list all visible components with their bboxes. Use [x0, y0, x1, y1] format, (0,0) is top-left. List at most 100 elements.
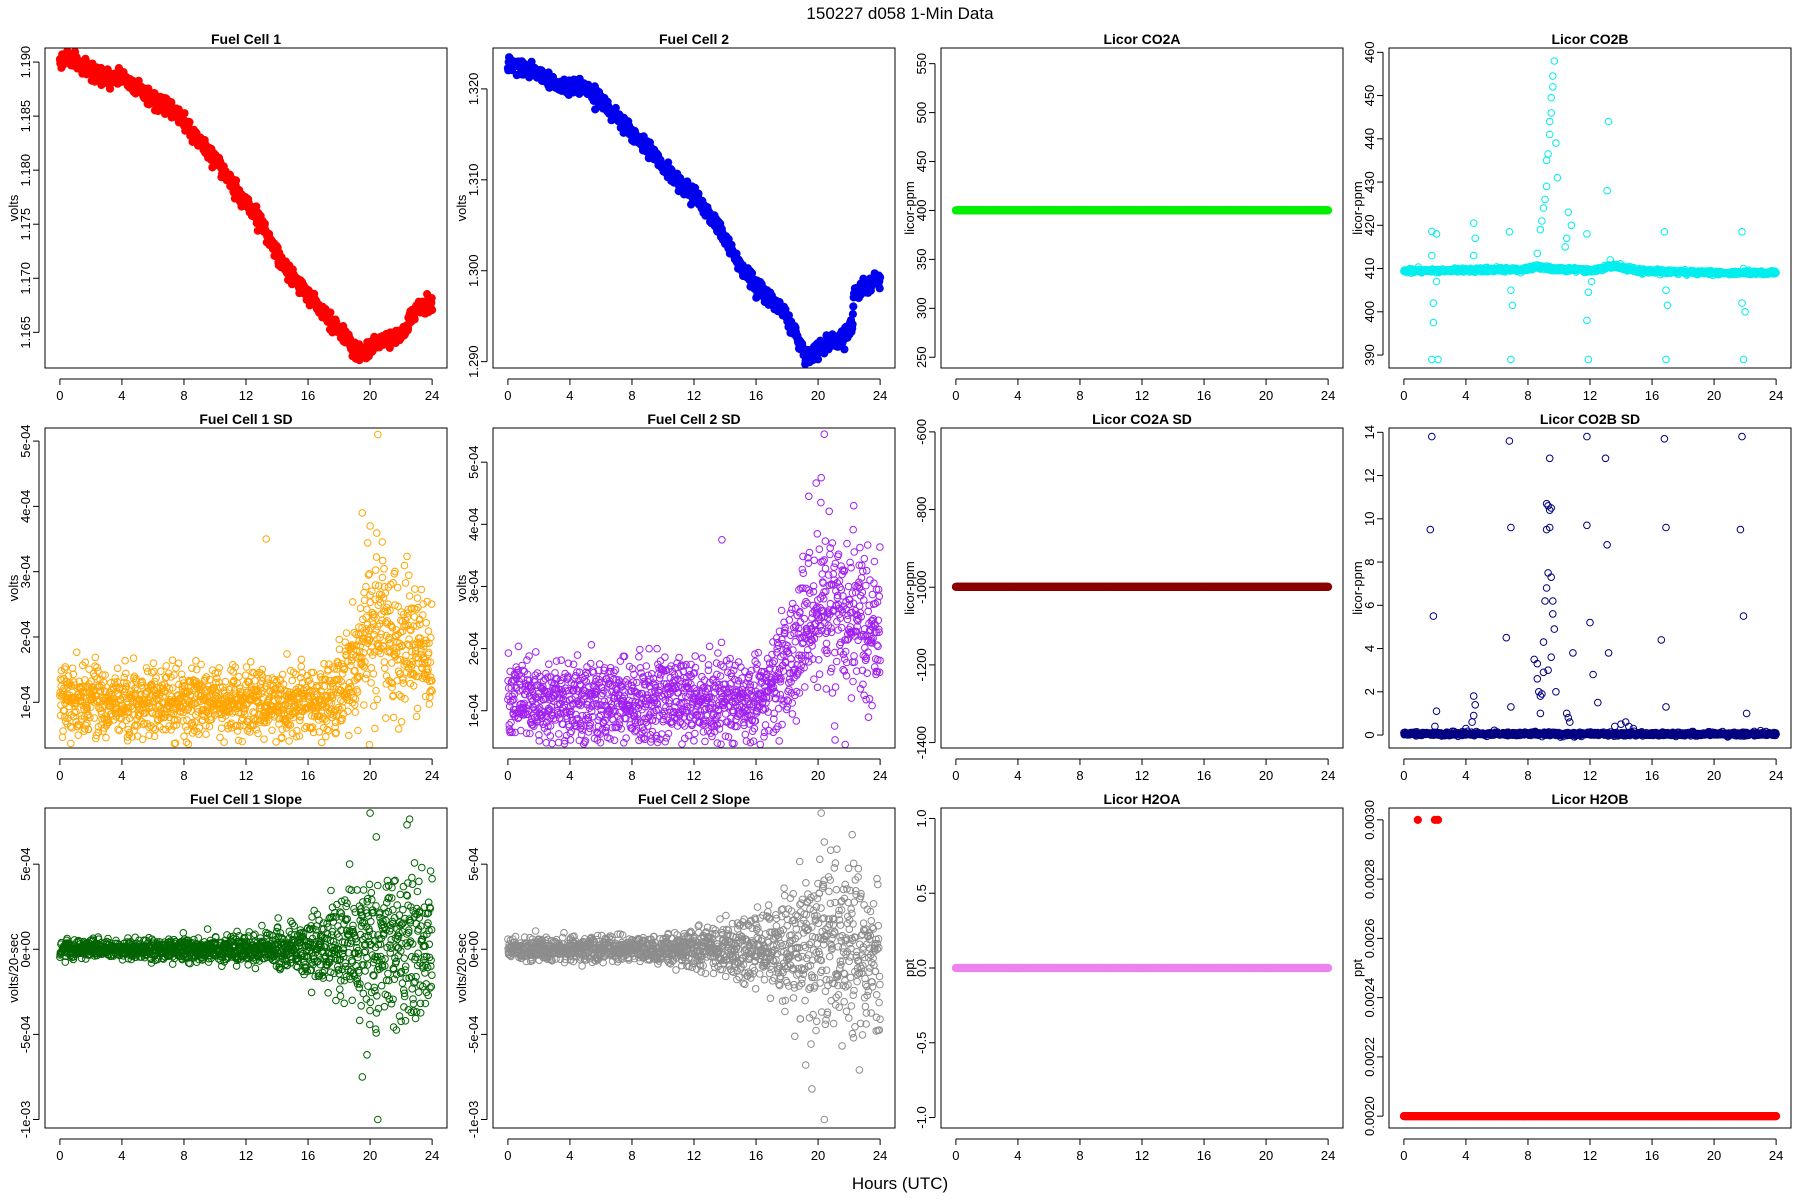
y-tick-label: 550: [914, 53, 929, 75]
data-point: [345, 731, 353, 740]
data-point: [283, 650, 291, 658]
data-point: [288, 676, 297, 685]
data-point: [136, 709, 145, 717]
data-point: [318, 703, 327, 711]
data-point: [227, 684, 235, 692]
data-point: [177, 670, 186, 679]
y-tick-label: 450: [914, 151, 929, 173]
data-point: [180, 687, 189, 695]
y-tick-label: 410: [1362, 258, 1377, 280]
data-point: [359, 661, 367, 670]
y-tick-label: 1.190: [18, 46, 33, 79]
data-point: [1536, 225, 1545, 234]
data-point: [1603, 186, 1611, 195]
data-point: [1538, 217, 1546, 225]
data-point: [171, 739, 180, 748]
data-point: [213, 674, 221, 683]
data-point: [130, 722, 139, 730]
y-axis-label: volts: [6, 194, 21, 221]
data-point: [1429, 299, 1438, 307]
data-point: [171, 715, 179, 724]
data-point: [242, 663, 251, 671]
plot-frame: [1388, 47, 1792, 369]
y-tick-label: 1.310: [466, 164, 481, 197]
data-point: [329, 690, 338, 699]
data-point: [332, 711, 341, 719]
data-point: [149, 659, 158, 668]
y-tick-label: 430: [1362, 171, 1377, 193]
data-point: [224, 724, 233, 733]
x-tick-label: 16: [301, 388, 315, 403]
data-point: [360, 701, 368, 709]
data-point: [91, 653, 100, 662]
data-point: [269, 697, 278, 705]
data-point: [1660, 228, 1669, 236]
data-point: [184, 740, 193, 748]
data-point: [1547, 93, 1555, 102]
data-point: [138, 678, 147, 687]
data-point: [231, 663, 240, 671]
data-point: [353, 688, 362, 696]
data-point: [334, 703, 343, 712]
data-point: [94, 667, 102, 675]
data-point: [113, 664, 122, 673]
data-point: [1738, 299, 1746, 307]
data-point: [195, 680, 203, 688]
data-point: [216, 733, 224, 742]
data-point: [285, 737, 293, 745]
y-axis-label: licor-ppm: [1350, 181, 1365, 234]
data-point: [356, 604, 365, 613]
data-point: [129, 654, 138, 663]
data-point: [295, 699, 303, 708]
data-point: [279, 702, 288, 711]
x-tick-label: 4: [1014, 388, 1021, 403]
data-point: [173, 716, 182, 724]
data-point: [229, 668, 237, 676]
y-tick-label: 400: [914, 200, 929, 222]
x-tick-label: 20: [811, 388, 825, 403]
data-point: [1469, 251, 1478, 260]
data-point: [81, 658, 89, 667]
data-point: [251, 717, 260, 725]
data-point: [849, 302, 858, 311]
data-point: [308, 723, 317, 731]
x-axis: 0 4 8 12 16 20 24: [56, 378, 439, 403]
x-tick-label: 12: [1135, 388, 1149, 403]
data-point: [221, 677, 230, 686]
data-point: [235, 701, 243, 710]
data-point: [161, 687, 169, 695]
data-point: [428, 305, 437, 315]
data-point: [1587, 277, 1596, 286]
plot-area: [503, 53, 885, 368]
data-point: [318, 675, 327, 684]
data-point: [348, 598, 357, 606]
x-axis: 0 4 8 12 16 20 24: [504, 378, 887, 403]
data-point: [1429, 318, 1438, 327]
x-axis: 0 4 8 12 16 20 24: [1400, 378, 1783, 403]
data-point: [167, 98, 176, 107]
data-point: [174, 659, 183, 668]
data-point: [347, 653, 355, 662]
data-point: [102, 733, 110, 742]
data-point: [60, 713, 69, 721]
data-point: [145, 731, 153, 740]
data-point: [1533, 249, 1542, 258]
data-point: [142, 664, 151, 672]
data-point: [201, 675, 209, 683]
data-point: [254, 729, 262, 738]
data-point: [1584, 355, 1593, 364]
data-point: [1662, 355, 1670, 364]
data-point: [840, 345, 849, 354]
data-point: [167, 710, 176, 718]
data-point: [133, 686, 142, 694]
data-point: [332, 728, 340, 737]
data-point: [349, 693, 358, 702]
data-point: [307, 680, 315, 688]
data-point: [57, 666, 66, 675]
data-point: [274, 695, 283, 703]
data-point: [217, 724, 226, 733]
plot-area: [951, 206, 1333, 215]
data-point: [194, 708, 202, 716]
